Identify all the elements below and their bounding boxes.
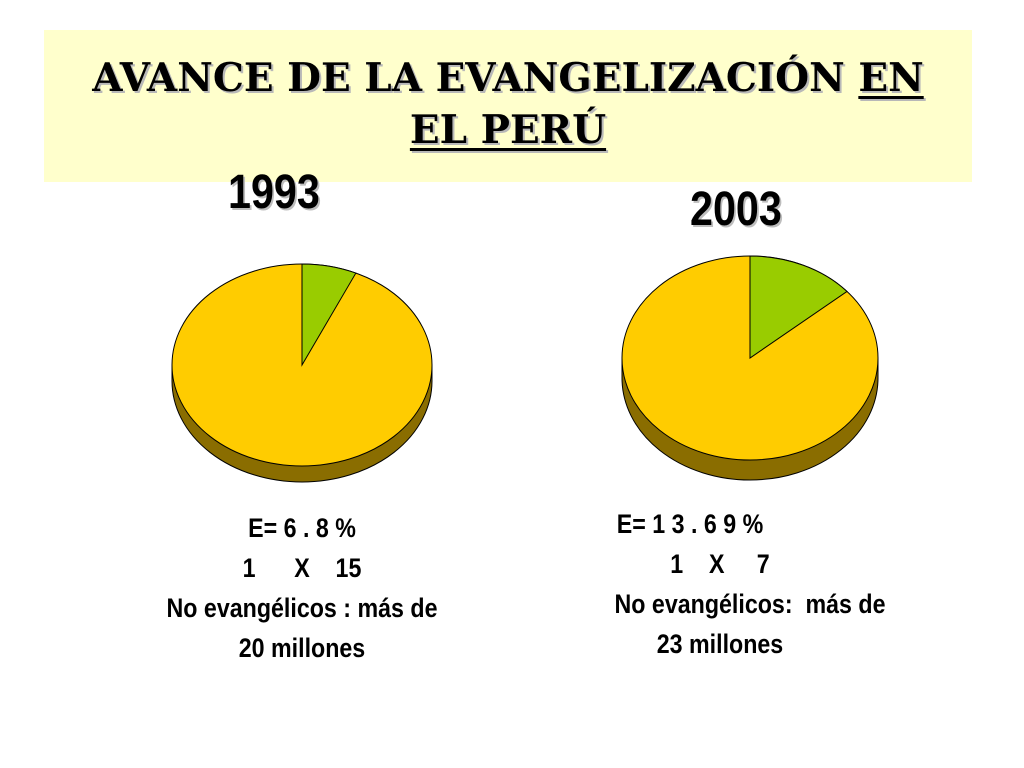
- caption-1993-percent: E= 6 . 8 %: [248, 513, 356, 543]
- caption-1993-millions: 20 millones: [238, 633, 366, 663]
- title-part-3: EL PERÚ: [409, 107, 607, 153]
- pie-chart-2003: [621, 255, 879, 481]
- caption-1993-ratio: 1 X 15: [242, 553, 362, 583]
- year-1993-label: 1993: [228, 166, 320, 219]
- caption-2003-percent: E= 1 3 . 6 9 %: [616, 509, 764, 539]
- year-2003-label: 2003: [690, 183, 782, 236]
- caption-1993-non-evangelical: No evangélicos : más de: [166, 593, 438, 623]
- title-part-2: EN: [858, 55, 924, 101]
- caption-2003: E= 1 3 . 6 9 % 1 X 7 No evangélicos: más…: [530, 504, 970, 664]
- title-part-1: AVANCE DE LA EVANGELIZACIÓN: [92, 55, 845, 101]
- pie-slice-evangelicos: [749, 255, 848, 359]
- title-banner: [44, 30, 972, 182]
- caption-2003-ratio: 1 X 7: [670, 549, 770, 579]
- pie-slice-evangelicos: [301, 263, 357, 367]
- caption-2003-non-evangelical: No evangélicos: más de: [614, 589, 886, 619]
- slide-title: AVANCE DE LA EVANGELIZACIÓN EN EL PERÚ: [44, 52, 972, 156]
- caption-2003-millions: 23 millones: [656, 629, 784, 659]
- caption-1993: E= 6 . 8 % 1 X 15 No evangélicos : más d…: [82, 508, 522, 668]
- pie-chart-1993: [171, 263, 433, 483]
